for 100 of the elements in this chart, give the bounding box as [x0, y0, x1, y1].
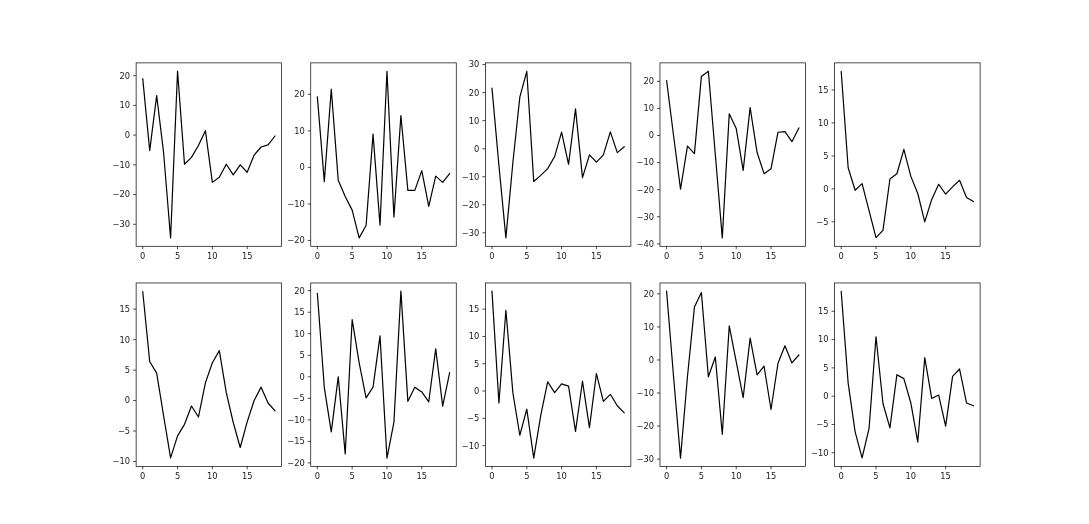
x-tick-label: 15 [241, 470, 253, 481]
y-tick-label: −10 [636, 157, 654, 168]
x-tick-label: 15 [765, 250, 777, 261]
y-tick-label: 0 [299, 371, 305, 382]
x-tick-label: 15 [591, 250, 602, 261]
y-tick-label: −10 [461, 440, 480, 451]
y-tick-label: −20 [287, 457, 305, 468]
line-series [491, 70, 625, 239]
line-series [665, 290, 800, 459]
y-tick-label: −10 [287, 414, 305, 425]
y-tick-label: 5 [823, 150, 829, 161]
y-tick-label: 20 [119, 70, 131, 81]
x-tick-label: 5 [174, 470, 181, 481]
y-tick-label: 10 [643, 321, 654, 332]
y-tick-label: 0 [648, 130, 654, 141]
x-tick-label: 0 [838, 470, 844, 481]
y-tick-label: 5 [823, 362, 829, 373]
y-tick-label: 10 [818, 117, 829, 128]
y-tick-label: 10 [119, 334, 131, 345]
x-tick-label: 5 [349, 250, 355, 261]
x-tick-label: 15 [765, 470, 777, 481]
y-tick-label: −30 [461, 227, 480, 238]
y-tick-label: 0 [474, 385, 480, 396]
y-tick-label: 0 [124, 130, 131, 141]
x-tick-label: 0 [314, 470, 320, 481]
y-tick-label: −20 [112, 189, 131, 200]
y-tick-label: −20 [636, 184, 654, 195]
y-tick-label: 0 [648, 354, 654, 365]
y-tick-label: −5 [467, 413, 480, 424]
x-tick-label: 0 [489, 250, 495, 261]
y-tick-label: 10 [119, 100, 131, 111]
x-tick-label: 15 [241, 250, 253, 261]
x-tick-label: 10 [905, 470, 917, 481]
x-tick-label: 0 [663, 250, 670, 261]
x-tick-label: 15 [416, 470, 428, 481]
y-tick-label: −40 [636, 238, 654, 249]
y-tick-label: 0 [474, 143, 480, 154]
x-tick-label: 10 [730, 250, 742, 261]
y-tick-label: 20 [643, 76, 654, 87]
x-tick-label: 0 [314, 250, 320, 261]
y-tick-label: −30 [636, 211, 654, 222]
y-tick-label: 15 [294, 307, 305, 318]
x-tick-label: 5 [873, 250, 879, 261]
y-tick-label: −10 [287, 198, 305, 209]
x-tick-label: 5 [174, 250, 181, 261]
y-tick-label: 0 [823, 183, 829, 194]
x-tick-label: 10 [556, 250, 567, 261]
x-tick-label: 0 [838, 250, 844, 261]
y-tick-label: 20 [294, 285, 305, 296]
x-tick-label: 10 [381, 250, 393, 261]
y-tick-label: −20 [287, 235, 305, 246]
y-tick-label: −20 [636, 420, 654, 431]
y-tick-label: 0 [299, 162, 305, 173]
x-tick-label: 15 [591, 470, 602, 481]
x-tick-label: 5 [524, 470, 530, 481]
y-tick-label: 20 [294, 89, 305, 100]
y-tick-label: −5 [117, 425, 131, 436]
y-tick-label: 5 [474, 358, 480, 369]
x-tick-label: 10 [381, 470, 393, 481]
y-tick-label: 0 [124, 395, 131, 406]
y-tick-label: 10 [294, 125, 305, 136]
y-tick-label: −10 [461, 171, 480, 182]
y-tick-label: −5 [292, 393, 305, 404]
x-tick-label: 0 [489, 470, 495, 481]
y-tick-label: −30 [112, 219, 131, 230]
x-tick-label: 5 [524, 250, 530, 261]
y-tick-label: 5 [124, 365, 131, 375]
y-tick-label: −10 [811, 447, 829, 458]
y-tick-label: 15 [468, 304, 480, 315]
x-tick-label: 0 [663, 470, 670, 481]
line-series [316, 70, 451, 239]
y-tick-label: 10 [468, 331, 480, 342]
y-tick-label: 10 [818, 334, 829, 345]
y-tick-label: 0 [823, 391, 829, 402]
y-tick-label: 15 [818, 306, 829, 317]
line-series [491, 290, 625, 459]
line-series [665, 70, 800, 239]
y-tick-label: −10 [112, 456, 131, 467]
x-tick-label: 5 [349, 470, 355, 481]
x-tick-label: 15 [416, 250, 428, 261]
y-tick-label: −30 [636, 454, 654, 464]
y-tick-label: 20 [643, 288, 654, 299]
y-tick-label: 5 [299, 350, 305, 361]
y-tick-label: −10 [112, 159, 131, 170]
y-tick-label: 15 [119, 304, 131, 315]
y-tick-label: 10 [294, 328, 305, 339]
x-tick-label: 15 [940, 250, 951, 261]
x-tick-label: 10 [207, 250, 218, 261]
y-tick-label: −10 [636, 387, 654, 398]
x-tick-label: 10 [730, 470, 742, 481]
x-tick-label: 15 [940, 470, 951, 481]
x-tick-label: 5 [698, 470, 705, 481]
y-tick-label: 15 [818, 84, 829, 95]
y-tick-label: 10 [468, 115, 480, 126]
x-tick-label: 5 [698, 250, 705, 261]
line-series [840, 70, 975, 239]
y-tick-label: −5 [816, 419, 829, 430]
y-tick-label: 10 [643, 103, 654, 114]
line-series [840, 290, 975, 459]
x-tick-label: 10 [905, 250, 917, 261]
